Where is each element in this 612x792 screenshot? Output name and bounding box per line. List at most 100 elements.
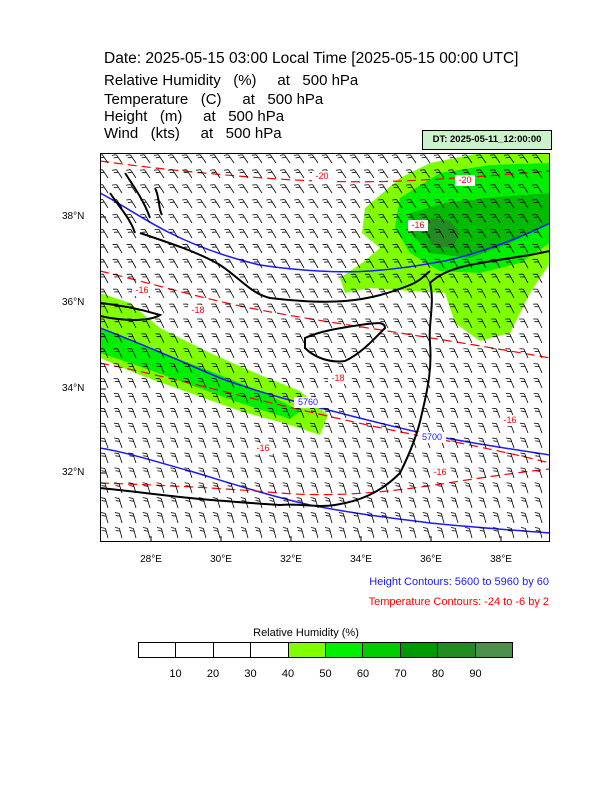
wind-barb (378, 258, 389, 269)
wind-barb (450, 497, 459, 509)
wind-barb (449, 348, 459, 359)
wind-barb (210, 273, 221, 284)
wind-barb (237, 154, 249, 164)
wind-barb (337, 392, 347, 404)
map-panel[interactable]: 5760 5700 -20 -20 -18 -18 -16 -16 -16 -16 -16 (100, 153, 550, 542)
wind-barb (365, 318, 375, 329)
wind-barb (113, 348, 123, 359)
wind-barb (238, 228, 249, 239)
wind-barb (324, 482, 333, 494)
wind-barb (492, 437, 501, 449)
wind-barb (491, 378, 501, 389)
wind-barb (211, 392, 221, 404)
wind-barb (520, 437, 529, 449)
lat-label-38n: 38°N (62, 211, 85, 222)
wind-barb (308, 228, 319, 239)
wind-barb (364, 199, 375, 209)
wind-barb (296, 437, 305, 449)
colorbar-label: 20 (206, 668, 220, 680)
wind-barb (490, 273, 501, 284)
height-contour-legend: Height Contours: 5600 to 5960 by 60 (369, 576, 549, 588)
wind-barb (379, 378, 389, 389)
wind-barb (366, 452, 375, 464)
wind-barb (490, 199, 501, 209)
wind-barb (169, 422, 179, 434)
wind-barb (380, 527, 389, 539)
wind-barbs (100, 154, 543, 539)
wind-barb (533, 333, 543, 344)
wind-barb (184, 437, 193, 449)
wind-barb (477, 333, 487, 344)
wind-barb (268, 437, 277, 449)
wind-barb (464, 482, 473, 494)
wind-barb (142, 437, 151, 449)
wind-barb (183, 422, 193, 434)
wind-barb (183, 407, 193, 419)
wind-barb (422, 527, 431, 539)
wind-barb (309, 363, 319, 374)
wind-barb (265, 169, 277, 179)
field-temperature: Temperature (C) at 500 hPa (104, 91, 324, 108)
wind-barb (351, 407, 361, 419)
wind-barb (267, 378, 277, 389)
wind-barb (436, 512, 445, 524)
wind-barb (266, 214, 277, 224)
wind-barb (533, 318, 543, 329)
wind-barb (168, 288, 179, 299)
wind-barb (184, 452, 193, 464)
wind-barb (490, 184, 501, 194)
wind-barb (196, 288, 207, 299)
wind-barb (266, 258, 277, 269)
wind-barb (309, 303, 319, 314)
wind-barb (267, 303, 277, 314)
wind-barb (128, 497, 137, 509)
wind-barb (267, 363, 277, 374)
wind-barb (350, 228, 361, 239)
temperature-contour-label: -18 (191, 305, 204, 315)
wind-barb (253, 333, 263, 344)
colorbar-label: 50 (319, 668, 332, 680)
wind-barb (295, 378, 305, 389)
wind-barb (141, 303, 151, 314)
wind-barb (266, 228, 277, 239)
wind-barb (365, 392, 375, 404)
wind-barb (520, 497, 529, 509)
wind-barb (419, 154, 431, 164)
wind-barb (224, 273, 235, 284)
wind-barb (209, 169, 221, 179)
wind-barb (449, 363, 459, 374)
wind-barb (351, 392, 361, 404)
wind-barb (505, 392, 515, 404)
wind-barb (125, 169, 137, 179)
wind-barb (140, 199, 151, 209)
wind-barb (309, 348, 319, 359)
weather-map[interactable]: 5760 5700 -20 -20 -18 -18 -16 -16 -16 -16 -16 (100, 153, 550, 542)
wind-barb (518, 214, 529, 224)
wind-barb (351, 422, 361, 434)
wind-barb (476, 184, 487, 194)
wind-barb (336, 199, 347, 209)
wind-barb (393, 318, 403, 329)
wind-barb (532, 184, 543, 194)
wind-barb (282, 452, 291, 464)
wind-barb (377, 154, 389, 164)
wind-barb (140, 214, 151, 224)
wind-barb (142, 527, 151, 539)
wind-barb (212, 527, 221, 539)
wind-barb (449, 333, 459, 344)
wind-barb (296, 482, 305, 494)
colorbar-cell (251, 643, 289, 657)
colorbar-cell (176, 643, 214, 657)
wind-barb (520, 482, 529, 494)
wind-barb (349, 169, 361, 179)
wind-barb (100, 497, 109, 509)
wind-barb (464, 437, 473, 449)
wind-barb (378, 288, 389, 299)
wind-barb (337, 333, 347, 344)
wind-barb (281, 378, 291, 389)
wind-barb (184, 512, 193, 524)
wind-barb (450, 482, 459, 494)
wind-barb (282, 512, 291, 524)
wind-barb (280, 243, 291, 254)
wind-barb (282, 437, 291, 449)
